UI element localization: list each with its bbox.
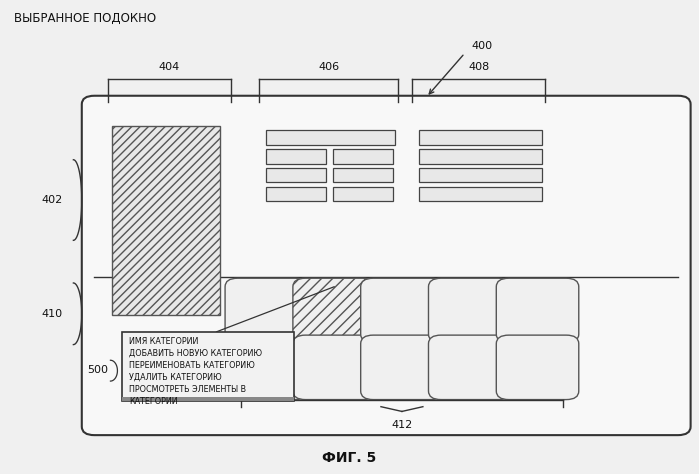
Bar — [333, 187, 393, 201]
FancyBboxPatch shape — [122, 332, 294, 401]
Bar — [122, 397, 294, 401]
Bar — [266, 168, 326, 182]
Bar — [419, 149, 542, 164]
Bar — [333, 149, 393, 164]
FancyBboxPatch shape — [225, 278, 308, 343]
Text: ФИГ. 5: ФИГ. 5 — [322, 450, 377, 465]
FancyBboxPatch shape — [361, 335, 443, 400]
Bar — [419, 130, 542, 145]
Bar — [266, 149, 326, 164]
Text: 406: 406 — [318, 62, 339, 72]
Bar — [266, 130, 395, 145]
Text: 412: 412 — [391, 420, 412, 430]
FancyBboxPatch shape — [361, 278, 443, 343]
Text: ИМЯ КАТЕГОРИИ
ДОБАВИТЬ НОВУЮ КАТЕГОРИЮ
ПЕРЕИМЕНОВАТЬ КАТЕГОРИЮ
УДАЛИТЬ КАТЕГОРИЮ: ИМЯ КАТЕГОРИИ ДОБАВИТЬ НОВУЮ КАТЕГОРИЮ П… — [129, 337, 262, 406]
FancyBboxPatch shape — [496, 278, 579, 343]
Text: 402: 402 — [42, 195, 63, 205]
Text: 400: 400 — [472, 41, 493, 51]
Text: 408: 408 — [468, 62, 489, 72]
FancyBboxPatch shape — [225, 335, 308, 400]
Text: 500: 500 — [87, 365, 108, 375]
Bar — [266, 187, 326, 201]
Bar — [419, 168, 542, 182]
Text: ВЫБРАННОЕ ПОДОКНО: ВЫБРАННОЕ ПОДОКНО — [14, 12, 156, 25]
Bar — [112, 126, 220, 315]
FancyBboxPatch shape — [293, 335, 375, 400]
Text: 404: 404 — [159, 62, 180, 72]
Text: 410: 410 — [42, 309, 63, 319]
FancyBboxPatch shape — [293, 278, 375, 343]
Bar — [419, 187, 542, 201]
Bar — [333, 168, 393, 182]
FancyBboxPatch shape — [496, 335, 579, 400]
FancyBboxPatch shape — [428, 278, 511, 343]
FancyBboxPatch shape — [428, 335, 511, 400]
FancyBboxPatch shape — [82, 96, 691, 435]
